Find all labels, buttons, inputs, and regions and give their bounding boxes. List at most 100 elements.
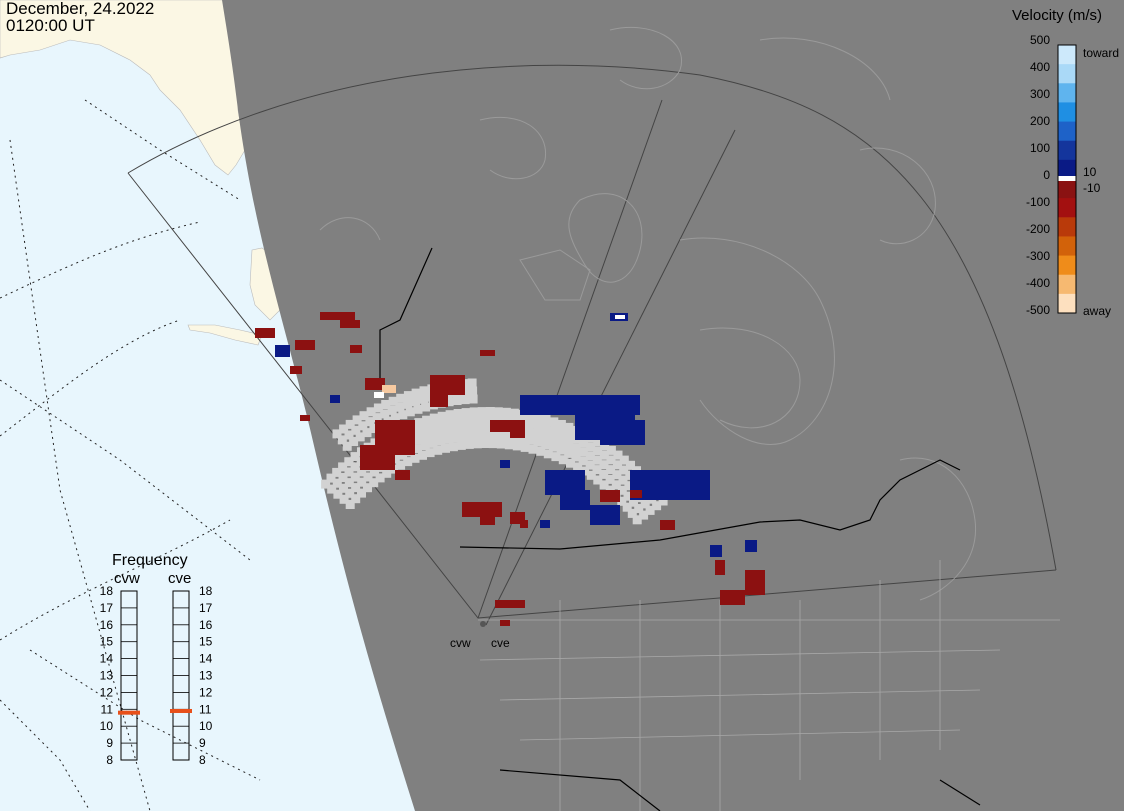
away-echo [745,570,765,595]
freq-scale-label: 18 [100,584,114,598]
echo-highlight [374,392,384,398]
freq-scale-label: 9 [106,736,113,750]
ground-scatter-cell [613,450,623,460]
away-echo [320,312,355,320]
ground-scatter-cell [425,448,435,458]
ground-scatter-cell [592,465,602,475]
ground-scatter-cell [396,393,406,403]
ground-scatter-cell [445,418,455,428]
ground-scatter-cell [549,434,559,444]
velocity-colorbar-ticks: 500 400 300 200 100 0 -100 -200 -300 -400 -500 [1026,33,1050,317]
toward-echo [330,395,340,403]
ground-scatter-cell [332,478,342,488]
away-echo [350,345,362,353]
ground-scatter-cell [362,428,372,438]
radar-site-marker [480,621,486,627]
away-echo [490,420,525,432]
ground-scatter-cell [405,407,415,417]
ground-scatter-cell [390,454,400,464]
ground-scatter-cell [605,474,615,484]
ground-scatter-cell [437,411,447,421]
ground-scatter-cell [349,437,359,446]
ground-scatter-cell [525,419,535,429]
ground-scatter-cell [469,423,478,433]
ground-scatter-cell [571,452,581,462]
toward-echo [275,345,290,357]
ground-scatter-cell [332,429,342,439]
freq-scale-label: 14 [199,652,213,666]
colorbar-segment [1058,159,1076,180]
ground-scatter-cell [467,378,477,388]
ground-scatter-cell [344,430,354,440]
ground-scatter-cell [452,433,462,443]
ground-scatter-cell [611,480,621,490]
ground-scatter-cell [593,446,603,456]
ground-scatter-cell [556,437,566,446]
ground-scatter-cell [629,497,638,507]
freq-scale-label: 13 [199,669,213,683]
ground-scatter-cell [413,435,423,445]
ground-scatter-cell [365,417,375,427]
ground-scatter-cell [468,394,478,404]
ground-scatter-cell [512,441,522,451]
ground-scatter-cell [536,446,546,456]
lat-lon-grid [0,99,261,811]
ground-scatter-cell [493,407,503,417]
ground-scatter-cell [468,431,478,441]
ground-scatter-cell [433,445,443,455]
ground-scatter-cell [327,484,337,494]
ground-scatter-cell [488,439,498,449]
velocity-colorbar [1057,44,1077,314]
colorbar-segment [1058,83,1076,103]
ground-scatter-cell [321,479,331,489]
ground-scatter-cell [388,396,398,406]
colorbar-segment [1058,45,1076,65]
ground-scatter-cell [619,465,629,475]
freq-scale-label: 14 [100,652,114,666]
ground-scatter-cell [363,483,372,493]
ground-scatter-cell [606,445,616,455]
ground-scatter-cell [485,431,494,440]
ground-scatter-cell [351,494,361,504]
ground-scatter-cell [579,438,588,448]
ground-scatter-cell [564,422,574,432]
ground-scatter-cell [359,411,369,421]
ground-scatter-cell [551,452,561,462]
ground-scatter-cell [350,452,360,462]
away-echo-light [382,385,396,393]
freq-marker [170,708,192,713]
ground-scatter-cell [413,426,423,436]
ground-scatter-cell [477,407,487,417]
ground-scatter-cell [585,460,595,470]
country-borders [379,247,981,811]
ground-scatter-cell [622,502,632,512]
ground-scatter-cell [541,423,551,433]
ground-scatter-cell [493,431,503,441]
ground-scatter-cell [428,438,438,448]
ground-scatter-cell [533,421,543,431]
freq-scale-label: 10 [199,719,213,733]
ground-scatter-cell [382,468,392,478]
ground-scatter-cell [549,425,559,435]
ground-scatter-cell [501,407,511,417]
us-state-lines [478,560,1060,811]
ground-scatter-cell [599,450,609,460]
colorbar-segment [1058,255,1076,276]
ground-scatter-cell [420,441,430,451]
ground-scatter-cell [441,443,450,453]
ground-scatter-cell [618,475,628,485]
ground-scatter-cell [585,451,595,461]
freq-scale-label: 8 [199,753,206,767]
time-label: 0120:00 UT [6,16,95,35]
away-echo [630,490,642,498]
ground-scatter-cell [419,394,428,404]
freq-scale-label: 10 [100,719,114,733]
ground-scatter-cell [352,415,362,425]
colorbar-tick-label: 200 [1030,114,1050,128]
ground-scatter-cell [452,396,462,405]
freq-scale-label: 11 [101,702,114,716]
ground-scatter-cell [344,478,354,488]
ground-scatter-cell [350,472,360,482]
ground-scatter-cell [395,402,405,412]
ground-scatter-cell [338,473,348,482]
